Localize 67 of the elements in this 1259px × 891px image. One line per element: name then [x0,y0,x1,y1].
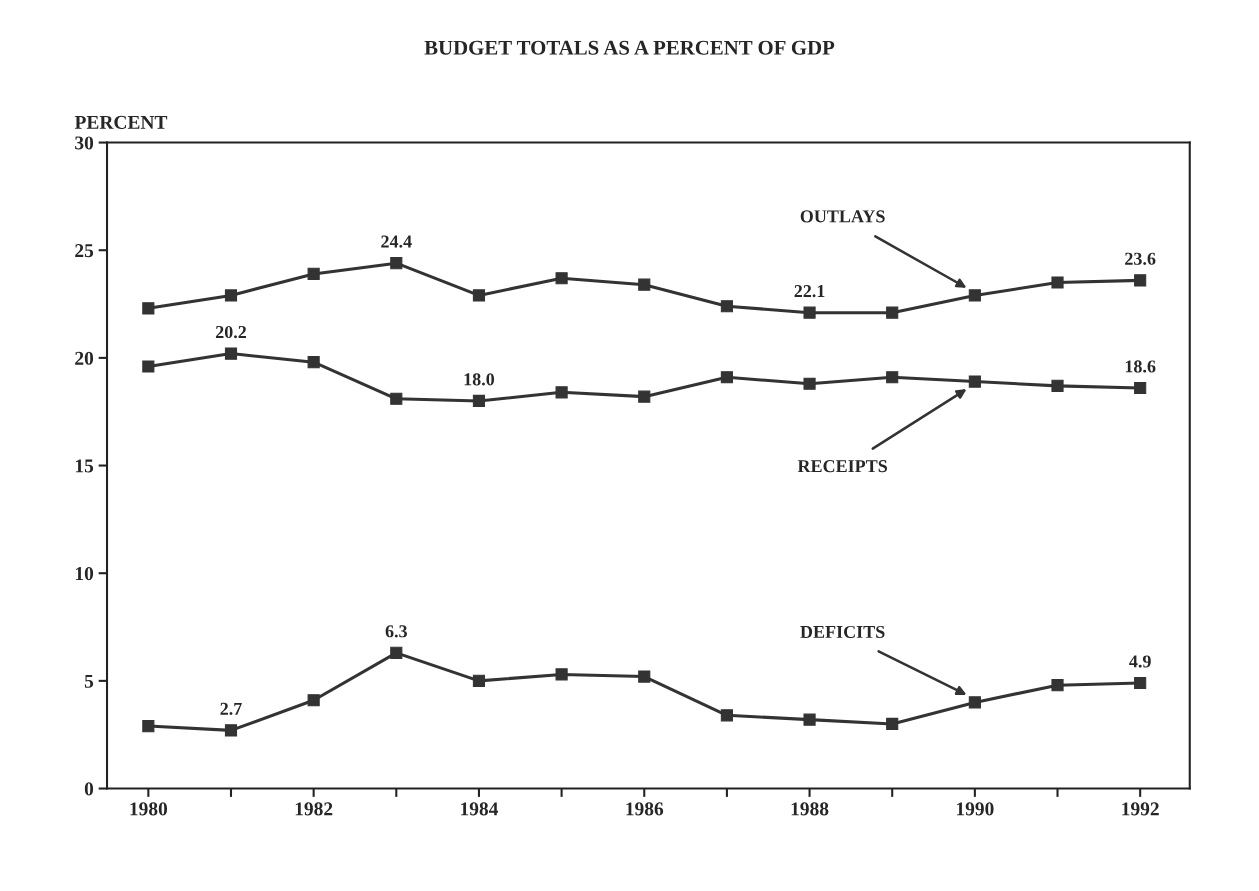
point [968,375,981,388]
y-tick-label: 30 [75,136,94,150]
point [472,394,486,408]
x-tick-label: 1980 [130,802,168,816]
y-tick-label: 20 [75,351,94,365]
point [390,257,403,270]
point [1134,274,1147,287]
y-tick-label: 5 [84,674,94,688]
chart-title: BUDGET TOTALS AS A PERCENT OF GDP [424,40,835,55]
point [307,694,320,707]
y-tick-label: 25 [75,244,94,258]
x-tick-label: 1992 [1122,802,1159,816]
y-tick-label: 0 [84,782,94,796]
data-label: 18.0 [464,373,495,386]
point [1051,276,1064,289]
x-tick-label: 1982 [295,802,333,816]
x-tick-label: 1986 [626,802,664,816]
x-tick-label: 1988 [791,802,829,816]
text: RECEIPTS [797,460,887,473]
data-label: 24.4 [381,235,412,248]
data-label: 23.6 [1125,252,1156,265]
data-label: 4.9 [1129,655,1151,668]
point [720,709,733,722]
text: OUTLAYS [800,210,885,223]
point [555,272,568,285]
y-tick-label: 10 [75,567,94,581]
point [555,386,568,399]
point [142,360,155,373]
point [555,668,568,681]
point [224,347,238,360]
y-axis-title: PERCENT [74,115,168,129]
data-label: 22.1 [794,285,825,298]
point [1051,379,1064,392]
point [886,306,899,319]
point [968,696,981,709]
point [390,392,403,405]
data-label: 18.6 [1125,360,1156,373]
data-label: 20.2 [215,325,247,339]
y-tick-label: 15 [75,459,94,473]
point [472,674,486,687]
point [142,302,155,315]
point [886,371,899,384]
point [638,670,651,683]
x-tick-label: 1990 [956,802,994,816]
point [142,720,155,733]
point [803,306,816,319]
point [886,717,899,731]
point [1134,676,1147,690]
point [803,377,816,390]
point [307,356,320,369]
point [307,267,320,280]
point [224,289,238,302]
point [968,289,981,302]
text: DEFICITS [800,625,885,639]
point [1134,381,1147,395]
point [472,289,486,302]
point [390,646,403,659]
data-label: 2.7 [220,702,242,715]
point [720,371,733,384]
point [638,390,651,403]
point [224,724,238,737]
x-tick-label: 1984 [461,802,499,816]
data-label: 6.3 [385,625,407,638]
point [638,278,651,291]
point [720,300,733,313]
point [803,713,816,726]
point [1051,679,1064,692]
